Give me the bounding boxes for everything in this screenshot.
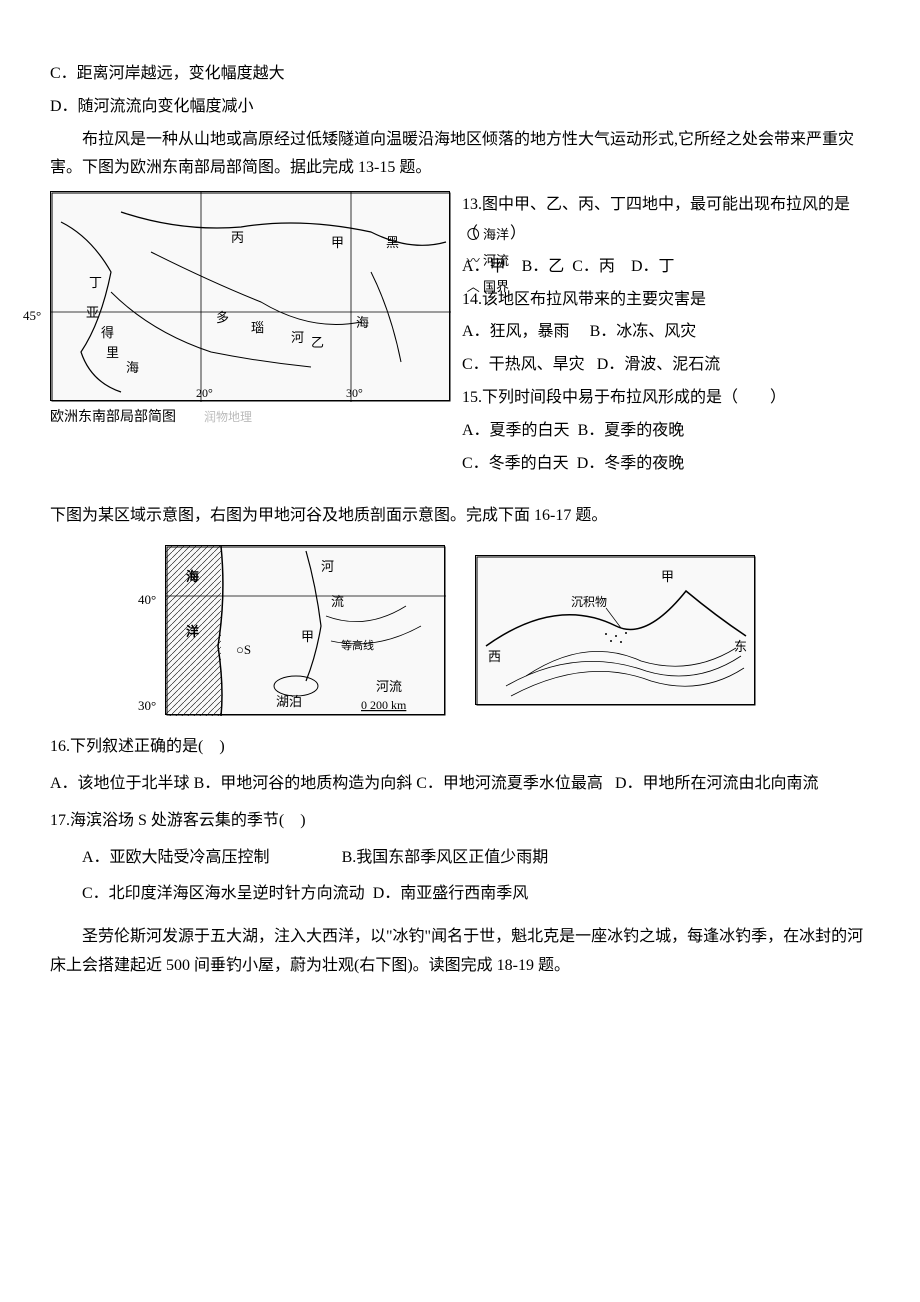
map-legend: 〇 海洋 〰 河流 ︿ 国界 — [467, 222, 509, 300]
q17-d: D．南亚盛行西南季风 — [373, 885, 529, 902]
svg-text:○S: ○S — [236, 642, 251, 657]
q15-d: D．冬季的夜晚 — [577, 455, 685, 472]
q15-cd: C．冬季的白天 D．冬季的夜晚 — [462, 450, 870, 479]
svg-text:甲: 甲 — [661, 569, 674, 584]
europe-map: 甲 乙 丙 丁 黑 海 多 瑙 河 亚 得 里 海 20° 30° 〇 海洋 〰… — [50, 191, 450, 401]
map-caption-text: 欧洲东南部局部简图 — [50, 410, 176, 425]
q12-option-d: D．随河流流向变化幅度减小 — [50, 93, 870, 122]
map-label-jia: 甲 — [331, 235, 344, 250]
q16-options: A．该地位于北半球 B．甲地河谷的地质构造为向斜 C．甲地河流夏季水位最高 D．… — [50, 770, 870, 799]
q17-c: C．北印度洋海区海水呈逆时针方向流动 — [82, 885, 365, 902]
figure-q13-15-wrap: 甲 乙 丙 丁 黑 海 多 瑙 河 亚 得 里 海 20° 30° 〇 海洋 〰… — [50, 191, 870, 482]
legend-river-label: 河流 — [483, 253, 509, 268]
region-lat30: 30° — [138, 694, 156, 717]
q13-d: D．丁 — [631, 258, 675, 275]
legend-sea-label: 海洋 — [483, 227, 509, 242]
map-watermark: 润物地理 — [204, 410, 252, 424]
profile-map: 甲 沉积物 西 东 — [475, 555, 755, 705]
q12-option-c: C．距离河岸越远，变化幅度越大 — [50, 60, 870, 89]
svg-text:河流: 河流 — [376, 679, 402, 694]
region-profile-wrap: 海 洋 河 流 甲 ○S 湖泊 等高线 河流 0 200 km 40° 30° — [50, 545, 870, 715]
q17-stem: 17.海滨浴场 S 处游客云集的季节( ) — [50, 807, 870, 836]
q14-d: D．滑波、泥石流 — [597, 356, 721, 373]
q13-c: C．丙 — [572, 258, 615, 275]
svg-text:沉积物: 沉积物 — [571, 595, 607, 609]
map-label-hai1: 海 — [356, 315, 369, 330]
map-label-li: 里 — [106, 345, 119, 360]
q14-c: C．干热风、旱灾 — [462, 356, 585, 373]
q17-cd: C．北印度洋海区海水呈逆时针方向流动 D．南亚盛行西南季风 — [50, 880, 870, 909]
q15-b: B．夏季的夜晚 — [578, 422, 685, 439]
q13-15-block: 13.图中甲、乙、丙、丁四地中，最可能出现布拉风的是（ ） A．甲 B．乙 C．… — [462, 191, 870, 482]
svg-text:河: 河 — [321, 559, 334, 574]
svg-text:洋: 洋 — [186, 624, 199, 639]
europe-map-caption: 欧洲东南部局部简图 润物地理 — [50, 405, 450, 430]
map-label-bing: 丙 — [231, 230, 244, 245]
q17-b: B.我国东部季风区正值少雨期 — [342, 849, 549, 866]
q17-ab: A．亚欧大陆受冷高压控制 B.我国东部季风区正值少雨期 — [50, 844, 870, 873]
map-label-nao: 瑙 — [251, 320, 264, 335]
q14-stem: 14.该地区布拉风带来的主要灾害是 — [462, 286, 870, 315]
bura-intro: 布拉风是一种从山地或高原经过低矮隧道向温暖沿海地区倾落的地方性大气运动形式,它所… — [50, 126, 870, 184]
svg-text:西: 西 — [488, 649, 501, 664]
cross-intro: 下图为某区域示意图，右图为甲地河谷及地质剖面示意图。完成下面 16-17 题。 — [50, 502, 870, 531]
q15-ab: A．夏季的白天 B．夏季的夜晚 — [462, 417, 870, 446]
q13-b: B．乙 — [522, 258, 565, 275]
q17-a: A．亚欧大陆受冷高压控制 — [82, 849, 270, 866]
map-label-hei: 黑 — [386, 235, 399, 250]
map-label-he: 河 — [291, 330, 304, 345]
q13-options: A．甲 B．乙 C．丙 D．丁 — [462, 253, 870, 282]
q16-stem: 16.下列叙述正确的是( ) — [50, 733, 870, 762]
map-label-duo: 多 — [216, 310, 229, 325]
svg-text:东: 东 — [734, 639, 747, 654]
q16-a: A．该地位于北半球 — [50, 775, 190, 792]
legend-border-symbol: ︿ — [467, 279, 480, 294]
svg-text:甲: 甲 — [301, 629, 314, 644]
legend-border-label: 国界 — [483, 279, 509, 294]
q13-stem: 13.图中甲、乙、丙、丁四地中，最可能出现布拉风的是（ ） — [462, 191, 870, 249]
q14-b: B．冰冻、风灾 — [590, 323, 697, 340]
svg-text:海: 海 — [186, 569, 199, 584]
svg-text:0 200 km: 0 200 km — [361, 698, 407, 712]
map-lat45: 45° — [23, 304, 41, 327]
q15-c: C．冬季的白天 — [462, 455, 569, 472]
europe-map-figure: 甲 乙 丙 丁 黑 海 多 瑙 河 亚 得 里 海 20° 30° 〇 海洋 〰… — [50, 191, 450, 430]
map-label-lon20: 20° — [196, 386, 213, 400]
q14-cd: C．干热风、旱灾 D．滑波、泥石流 — [462, 351, 870, 380]
map-label-de: 得 — [101, 325, 114, 340]
q16-b: B．甲地河谷的地质构造为向斜 — [194, 775, 413, 792]
q15-a: A．夏季的白天 — [462, 422, 570, 439]
map-label-lon30: 30° — [346, 386, 363, 400]
q14-ab: A．狂风，暴雨 B．冰冻、风灾 — [462, 318, 870, 347]
region-map: 海 洋 河 流 甲 ○S 湖泊 等高线 河流 0 200 km 40° 30° — [165, 545, 445, 715]
map-label-yi: 乙 — [311, 335, 324, 350]
legend-river-symbol: 〰 — [467, 253, 480, 268]
svg-text:湖泊: 湖泊 — [276, 694, 302, 709]
q16-c: C．甲地河流夏季水位最高 — [416, 775, 603, 792]
svg-text:流: 流 — [331, 594, 344, 609]
map-label-ding: 丁 — [89, 275, 102, 290]
svg-text:等高线: 等高线 — [341, 638, 374, 652]
q16-d: D．甲地所在河流由北向南流 — [615, 775, 819, 792]
legend-sea-symbol: 〇 — [467, 227, 480, 242]
map-label-ya: 亚 — [86, 305, 99, 320]
map-label-hai2: 海 — [126, 360, 139, 375]
q15-stem: 15.下列时间段中易于布拉风形成的是（ ） — [462, 384, 870, 413]
stlawrence-intro: 圣劳伦斯河发源于五大湖，注入大西洋，以"冰钓"闻名于世，魁北克是一座冰钓之城，每… — [50, 923, 870, 981]
region-lat40: 40° — [138, 588, 156, 611]
q14-a: A．狂风，暴雨 — [462, 323, 570, 340]
